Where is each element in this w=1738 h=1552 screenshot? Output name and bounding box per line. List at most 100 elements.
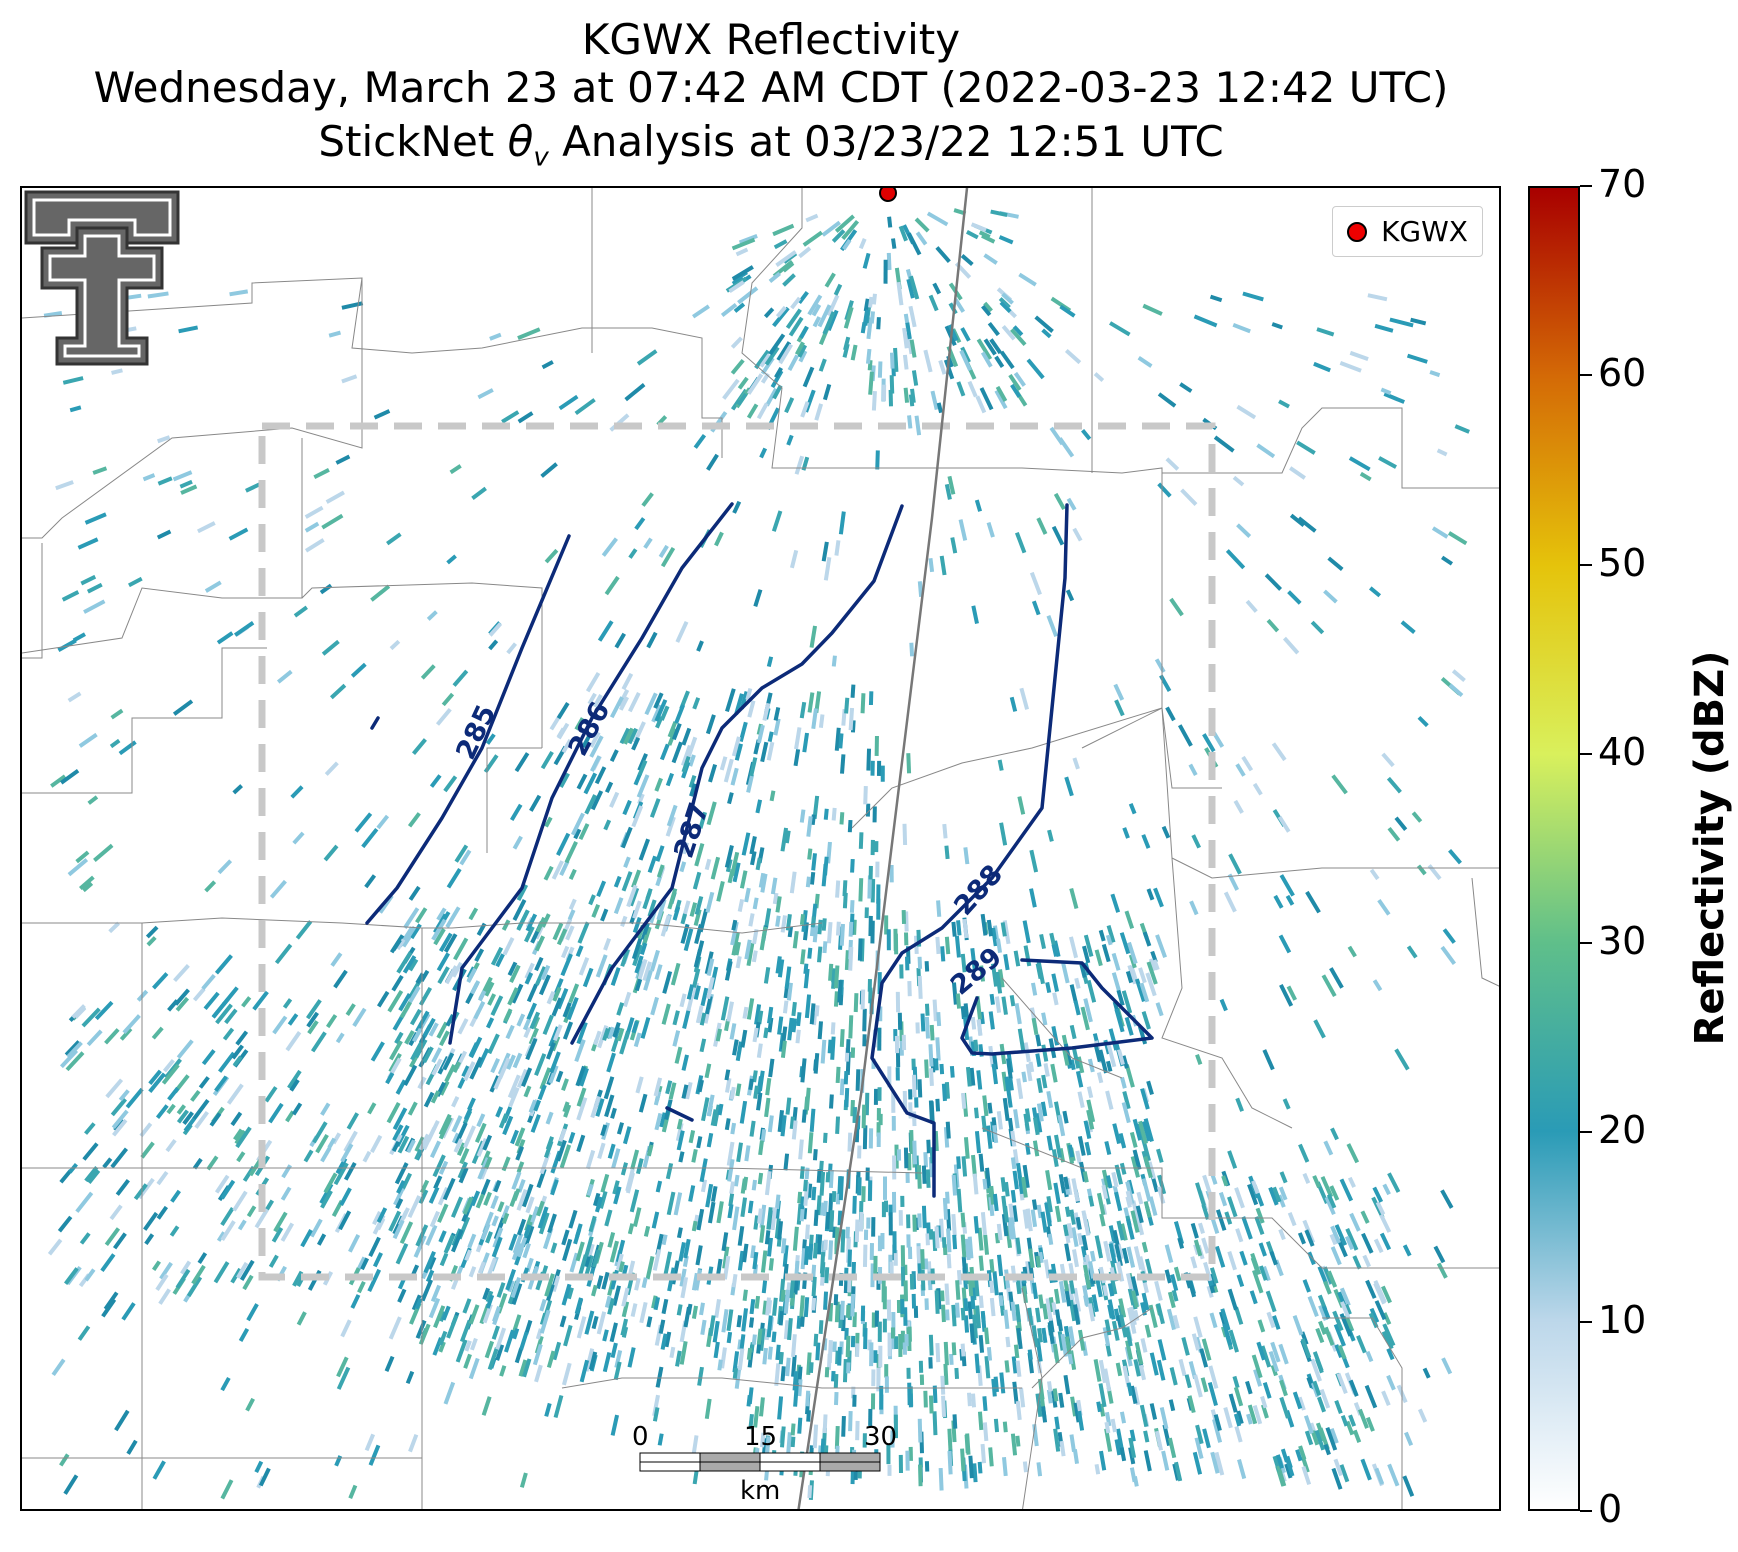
echo-gate (388, 1316, 402, 1340)
echo-gate (789, 871, 797, 894)
echo-gate (468, 907, 479, 921)
echo-gate (551, 860, 564, 880)
echo-gate (1013, 1344, 1020, 1359)
echo-gate (727, 1159, 735, 1182)
echo-gate (947, 1428, 953, 1452)
echo-gate (559, 772, 570, 788)
echo-gate (846, 1362, 851, 1374)
radar-map[interactable]: 285 286 287 288 289 KGWX (20, 186, 1501, 1511)
echo-gate (495, 1106, 504, 1118)
echo-gate (1022, 920, 1031, 944)
echo-gate (1339, 361, 1362, 373)
echo-gate (1448, 848, 1462, 865)
echo-gate (989, 1280, 995, 1294)
echo-gate (482, 1287, 490, 1300)
echo-gate (1136, 1191, 1144, 1205)
echo-gate (1081, 428, 1092, 441)
echo-gate (710, 1109, 718, 1126)
echo-gate (812, 1242, 818, 1259)
echo-gate (786, 1432, 792, 1457)
echo-gate (451, 1096, 460, 1108)
echo-gate (558, 394, 579, 411)
echo-gate (571, 812, 585, 836)
echo-gate (730, 359, 745, 375)
echo-gate (584, 1236, 594, 1257)
echo-gate (1429, 370, 1441, 378)
echo-gate (559, 1144, 572, 1169)
echo-gate (565, 925, 575, 941)
echo-gate (742, 1289, 748, 1301)
echo-gate (246, 1205, 257, 1218)
echo-gate (310, 1031, 327, 1053)
echo-gate (904, 1334, 909, 1347)
echo-gate (896, 281, 904, 306)
echo-gate (622, 991, 632, 1008)
echo-gate (1094, 1235, 1104, 1259)
echo-gate (209, 1112, 222, 1127)
echo-gate (985, 1167, 992, 1189)
echo-gate (996, 938, 1003, 954)
echo-gate (438, 1230, 447, 1243)
echo-gate (737, 1348, 745, 1371)
echo-gate (1360, 1210, 1370, 1224)
echo-gate (293, 605, 308, 618)
kgwx-radar-site[interactable] (879, 188, 897, 202)
echo-gate (736, 392, 748, 406)
echo-gate (812, 795, 820, 820)
echo-gate (895, 991, 901, 1013)
echo-gate (502, 1115, 514, 1136)
echo-gate (790, 1436, 796, 1448)
echo-gate (1011, 1356, 1018, 1374)
echo-gate (628, 548, 638, 559)
echo-gate (616, 1122, 625, 1135)
echo-gate (1381, 1330, 1390, 1343)
echo-gate (459, 849, 472, 866)
echo-gate (875, 861, 880, 878)
echo-gate (1195, 1182, 1206, 1207)
echo-gate (813, 1209, 819, 1226)
echo-gate (716, 880, 725, 902)
echo-gate (63, 1474, 79, 1495)
county-border (1031, 1307, 1153, 1389)
echo-gate (407, 812, 421, 828)
echo-gate (1279, 983, 1294, 1007)
echo-gate (924, 1003, 930, 1016)
echo-gate (956, 920, 962, 936)
echo-gate (271, 1226, 284, 1243)
echo-gate (1278, 1228, 1286, 1241)
echo-gate (558, 1128, 567, 1143)
echo-gate (1249, 1290, 1258, 1305)
echo-gate (1317, 1265, 1328, 1285)
echo-gate (886, 252, 892, 271)
echo-gate (1379, 1232, 1392, 1251)
echo-gate (958, 519, 968, 541)
echo-gate (888, 389, 893, 407)
echo-gate (319, 1183, 334, 1205)
echo-gate (1017, 1028, 1026, 1053)
echo-gate (315, 1134, 329, 1154)
echo-gate (1208, 1365, 1219, 1389)
echo-gate (1333, 1323, 1346, 1347)
echo-gate (1173, 1221, 1185, 1245)
echo-gate (999, 301, 1012, 313)
echo-gate (760, 1129, 767, 1143)
echo-gate (974, 499, 983, 512)
echo-gate (1367, 293, 1388, 302)
echo-gate (1187, 1395, 1196, 1414)
echo-gate (742, 1243, 749, 1263)
echo-gate (863, 1229, 869, 1241)
echo-gate (1016, 1078, 1024, 1100)
echo-gate (1131, 1290, 1139, 1308)
echo-gate (1128, 1437, 1137, 1459)
echo-gate (1069, 1209, 1077, 1225)
echo-gate (1337, 1344, 1347, 1360)
echo-gate (480, 1223, 491, 1241)
county-border (1021, 1287, 1043, 1509)
echo-gate (790, 1423, 796, 1436)
echo-gate (1251, 1354, 1263, 1379)
echo-gate (505, 1024, 515, 1040)
echo-gate (640, 922, 650, 941)
echo-gate (1436, 448, 1448, 457)
echo-gate (908, 1446, 913, 1461)
echo-gate (924, 961, 930, 972)
